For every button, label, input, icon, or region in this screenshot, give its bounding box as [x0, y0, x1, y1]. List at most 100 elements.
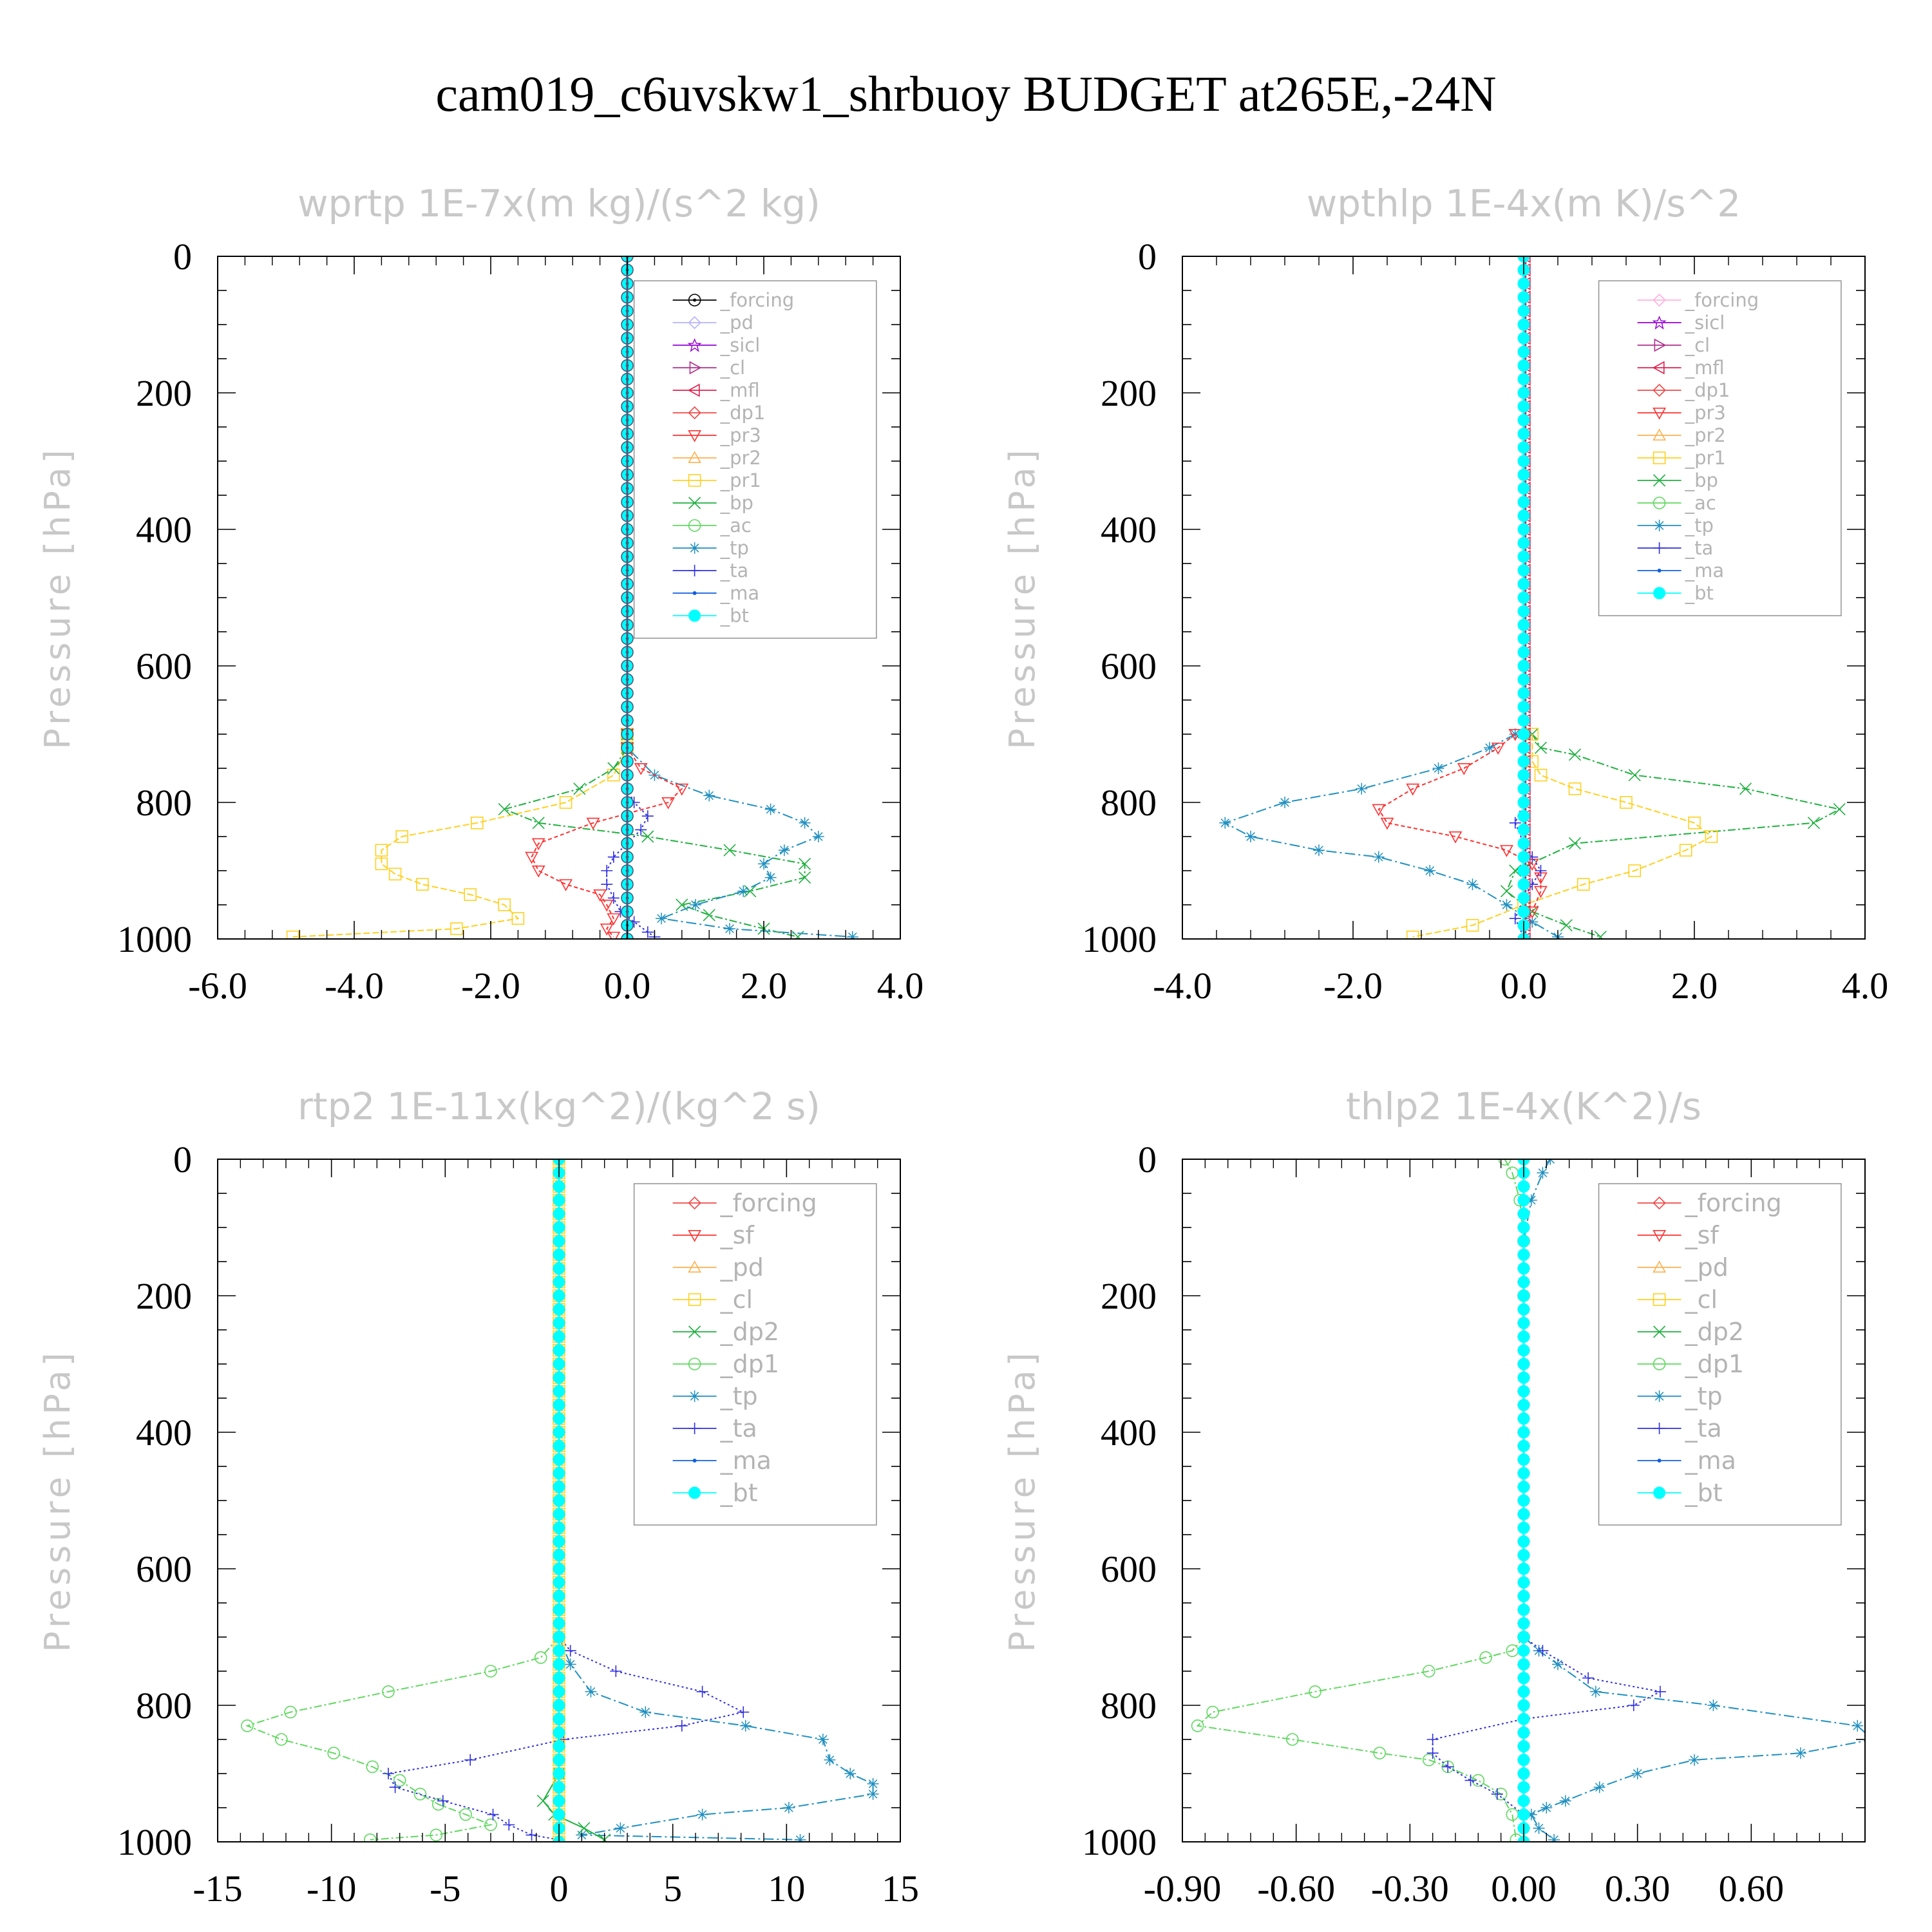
series-marker-bp	[641, 830, 654, 843]
x-tick-label: 4.0	[877, 965, 924, 1007]
series-marker-forcing-dot	[625, 296, 629, 299]
series-marker-tp	[1559, 1795, 1571, 1807]
series-marker-dp1	[484, 1665, 497, 1678]
legend-item-ma: _ma	[672, 1446, 772, 1475]
x-tick-label: 0.00	[1491, 1868, 1557, 1909]
series-marker-forcing-dot	[625, 664, 629, 668]
series-marker-forcing	[621, 851, 634, 864]
series-marker-pr1	[388, 867, 402, 881]
legend-label: _cl	[720, 357, 746, 379]
series-marker-ta	[641, 810, 654, 822]
series-marker-bt	[1517, 578, 1530, 591]
legend-item-sicl: _sicl	[672, 334, 760, 356]
series-marker-forcing-dot	[625, 364, 629, 368]
series-marker-forcing	[621, 304, 634, 317]
series-marker-bt	[1517, 1794, 1530, 1807]
legend-item-cl: _cl	[672, 357, 746, 379]
series-marker-forcing-dot	[625, 446, 629, 450]
series-marker-tp	[1526, 916, 1539, 928]
legend-label: _ma	[1685, 560, 1725, 582]
x-tick-label: 0.30	[1605, 1868, 1671, 1909]
series-marker-forcing-ring	[621, 796, 634, 809]
legend-label: _dp2	[720, 1318, 779, 1346]
y-axis-label: Pressure [hPa]	[37, 1349, 78, 1652]
series-marker-bp	[1568, 748, 1582, 761]
series-marker-bt	[1517, 1576, 1530, 1589]
series-marker-bt	[1517, 1453, 1530, 1466]
series-marker-forcing	[621, 891, 634, 905]
series-marker-pr1	[286, 931, 299, 939]
legend-swatch-marker	[1653, 428, 1666, 441]
series-marker-dp1	[430, 1828, 443, 1842]
series-marker-forcing	[621, 864, 634, 877]
series-marker-forcing-dot	[625, 473, 629, 477]
series-marker-dp1	[366, 1760, 379, 1774]
series-marker-pr3	[1457, 763, 1471, 775]
legend-label: _pd	[720, 312, 753, 334]
legend-item-bp: _bp	[672, 492, 753, 514]
series-marker-forcing-dot	[625, 869, 629, 873]
legend-swatch-marker	[688, 474, 701, 487]
legend-item-mfl: _mfl	[1637, 357, 1725, 379]
series-marker-bt	[1517, 891, 1530, 904]
series-marker-tp	[737, 885, 750, 897]
series-marker-forcing-ring	[621, 440, 634, 454]
legend-box	[633, 1183, 877, 1526]
series-marker-forcing	[621, 440, 634, 454]
series-marker-forcing-ring	[621, 755, 634, 768]
legend-swatch-marker	[688, 1423, 701, 1434]
series-marker-bt	[553, 1344, 565, 1357]
series-marker-bt	[553, 1453, 565, 1466]
series-marker-tp	[1852, 1719, 1864, 1732]
plot-area	[286, 256, 858, 939]
legend-swatch-marker	[688, 542, 701, 554]
legend-swatch-marker	[687, 338, 702, 352]
series-marker-bt	[553, 1331, 565, 1343]
series-marker-tp	[799, 817, 811, 829]
legend-item-mfl: _mfl	[672, 379, 760, 401]
series-marker-tp	[867, 1788, 879, 1800]
series-marker-bt	[1517, 1262, 1530, 1275]
legend-item-sf: _sf	[672, 1221, 755, 1249]
series-marker-forcing	[621, 837, 634, 850]
series-marker-tp	[758, 858, 770, 870]
plot-area	[1191, 1159, 1865, 1842]
series-marker-forcing	[621, 427, 634, 440]
legend-item-ta: _ta	[672, 560, 748, 582]
series-marker-forcing-dot	[625, 391, 629, 395]
series-marker-ta	[1654, 1685, 1666, 1698]
series-marker-bp	[799, 857, 811, 870]
series-marker-bt	[1517, 400, 1530, 413]
series-marker-tp	[764, 871, 777, 884]
series-marker-bt	[1517, 277, 1530, 290]
series-marker-bt	[553, 1808, 565, 1821]
series-marker-forcing	[621, 372, 634, 386]
series-marker-forcing-ring	[621, 372, 634, 386]
series-marker-bt	[1517, 1316, 1530, 1329]
x-tick-label: -6.0	[188, 965, 247, 1007]
series-marker-forcing-ring	[621, 318, 634, 331]
series-marker-bt	[1517, 1467, 1530, 1480]
legend-label: _ta	[1685, 537, 1714, 559]
legend-item-ma: _ma	[1637, 1446, 1736, 1475]
series-marker-forcing-ring	[621, 536, 634, 550]
series-marker-ta	[437, 1795, 449, 1807]
series-marker-bt	[1517, 1481, 1530, 1493]
series-marker-bp	[573, 782, 586, 795]
series-marker-forcing	[621, 823, 634, 837]
series-marker-bt	[553, 1412, 565, 1425]
x-tick-label: 0.60	[1719, 1868, 1785, 1909]
legend-swatch-marker	[1653, 293, 1666, 307]
series-marker-forcing-dot	[625, 569, 629, 573]
series-marker-forcing	[621, 645, 634, 659]
series-marker-dp1	[431, 1797, 445, 1811]
legend-label: _ta	[720, 1414, 757, 1443]
legend-item-cl: _cl	[1637, 334, 1710, 356]
series-marker-forcing-ring	[621, 400, 634, 413]
series-marker-ta	[389, 1781, 401, 1794]
series-marker-pr3	[634, 763, 648, 775]
series-marker-pr3	[1491, 743, 1505, 755]
series-marker-forcing-ring	[621, 345, 634, 359]
legend-label: _bp	[720, 492, 753, 514]
series-marker-bp	[1739, 782, 1752, 795]
